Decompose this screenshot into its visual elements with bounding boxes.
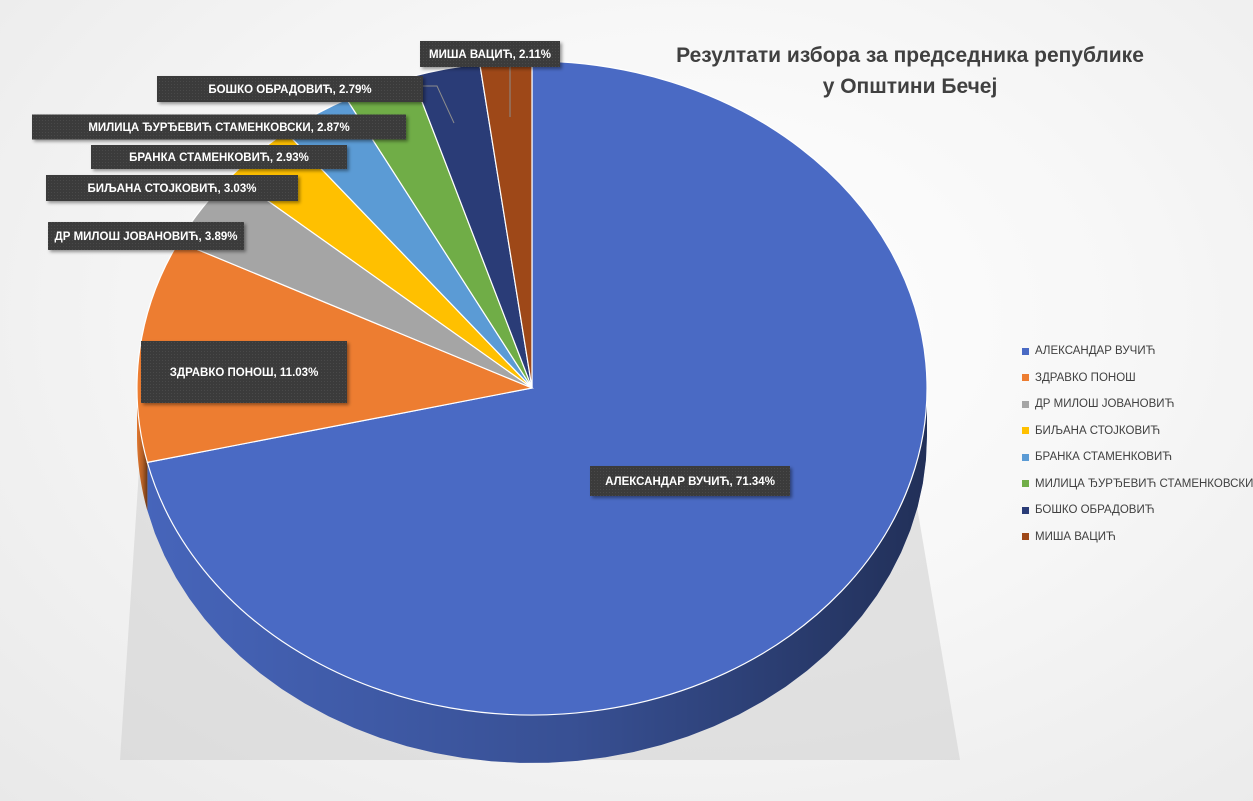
slice-милица-ђурђевић-стаменковски-data-label-text: МИЛИЦА ЂУРЂЕВИЋ СТАМЕНКОВСКИ, 2.87%	[88, 122, 349, 134]
chart-title-line-1: Резултати избора за председника републик…	[676, 44, 1144, 67]
legend-swatch	[1022, 480, 1029, 488]
legend-label: БРАНКА СТАМЕНКОВИЋ	[1035, 451, 1173, 464]
slice-здравко-понош-data-label-text: ЗДРАВКО ПОНОШ, 11.03%	[170, 367, 319, 379]
slice-александар-вучић-data-label: АЛЕКСАНДАР ВУЧИЋ, 71.34%	[590, 466, 790, 496]
slice-здравко-понош-side	[137, 388, 148, 511]
slice-бошко-обрадовић-data-label-text: БОШКО ОБРАДОВИЋ, 2.79%	[208, 84, 371, 96]
slice-др-милош-јовановић-data-label: ДР МИЛОШ ЈОВАНОВИЋ, 3.89%	[48, 222, 244, 250]
slice-др-милош-јовановић-data-label-text: ДР МИЛОШ ЈОВАНОВИЋ, 3.89%	[55, 231, 238, 243]
slice-биљана-стојковић-data-label: БИЉАНА СТОЈКОВИЋ, 3.03%	[46, 175, 298, 201]
slice-здравко-понош-data-label: ЗДРАВКО ПОНОШ, 11.03%	[141, 341, 347, 403]
slice-милица-ђурђевић-стаменковски-data-label: МИЛИЦА ЂУРЂЕВИЋ СТАМЕНКОВСКИ, 2.87%	[32, 114, 406, 140]
legend-item-бошко-обрадовић: БОШКО ОБРАДОВИЋ	[1022, 497, 1250, 524]
legend-swatch	[1022, 533, 1029, 541]
legend-label: МИША ВАЦИЋ	[1035, 530, 1116, 543]
slice-миша-вацић-data-label-text: МИША ВАЦИЋ, 2.11%	[429, 49, 551, 61]
legend-item-миша-вацић: МИША ВАЦИЋ	[1022, 524, 1250, 551]
slice-бошко-обрадовић-data-label: БОШКО ОБРАДОВИЋ, 2.79%	[157, 76, 423, 102]
legend-swatch	[1022, 427, 1029, 435]
legend-label: ЗДРАВКО ПОНОШ	[1035, 371, 1136, 384]
slice-биљана-стојковић-data-label-text: БИЉАНА СТОЈКОВИЋ, 3.03%	[88, 183, 257, 195]
legend-swatch	[1022, 453, 1029, 461]
legend-label: БОШКО ОБРАДОВИЋ	[1035, 504, 1155, 517]
legend-label: МИЛИЦА ЂУРЂЕВИЋ СТАМЕНКОВСКИ	[1035, 477, 1253, 490]
legend-swatch	[1022, 506, 1029, 514]
legend-item-биљана-стојковић: БИЉАНА СТОЈКОВИЋ	[1022, 418, 1250, 445]
legend-swatch	[1022, 347, 1029, 355]
slice-бранка-стаменковић-data-label: БРАНКА СТАМЕНКОВИЋ, 2.93%	[91, 145, 347, 169]
legend-label: БИЉАНА СТОЈКОВИЋ	[1035, 424, 1161, 437]
legend-swatch	[1022, 400, 1029, 408]
legend-swatch	[1022, 374, 1029, 382]
slice-бошко-обрадовић-leader-line	[423, 85, 455, 124]
slice-бранка-стаменковић-data-label-text: БРАНКА СТАМЕНКОВИЋ, 2.93%	[129, 152, 309, 164]
legend-item-александар-вучић: АЛЕКСАНДАР ВУЧИЋ	[1022, 338, 1250, 365]
slice-александар-вучић-data-label-text: АЛЕКСАНДАР ВУЧИЋ, 71.34%	[605, 476, 775, 488]
slice-миша-вацић-data-label: МИША ВАЦИЋ, 2.11%	[420, 41, 560, 67]
legend-label: ДР МИЛОШ ЈОВАНОВИЋ	[1035, 398, 1175, 411]
slice-александар-вучић	[146, 60, 928, 716]
legend-label: АЛЕКСАНДАР ВУЧИЋ	[1035, 345, 1156, 358]
legend-item-здравко-понош: ЗДРАВКО ПОНОШ	[1022, 365, 1250, 392]
legend-item-бранка-стаменковић: БРАНКА СТАМЕНКОВИЋ	[1022, 444, 1250, 471]
legend-item-милица-ђурђевић-стаменковски: МИЛИЦА ЂУРЂЕВИЋ СТАМЕНКОВСКИ	[1022, 471, 1253, 498]
legend-item-др-милош-јовановић: ДР МИЛОШ ЈОВАНОВИЋ	[1022, 391, 1250, 418]
chart-title-line-2: у Општини Бечеј	[822, 75, 998, 98]
legend: АЛЕКСАНДАР ВУЧИЋ ЗДРАВКО ПОНОШ ДР МИЛОШ ЈО…	[1022, 338, 1253, 551]
chart-title: Резултати избора за председника републик…	[600, 40, 1220, 102]
